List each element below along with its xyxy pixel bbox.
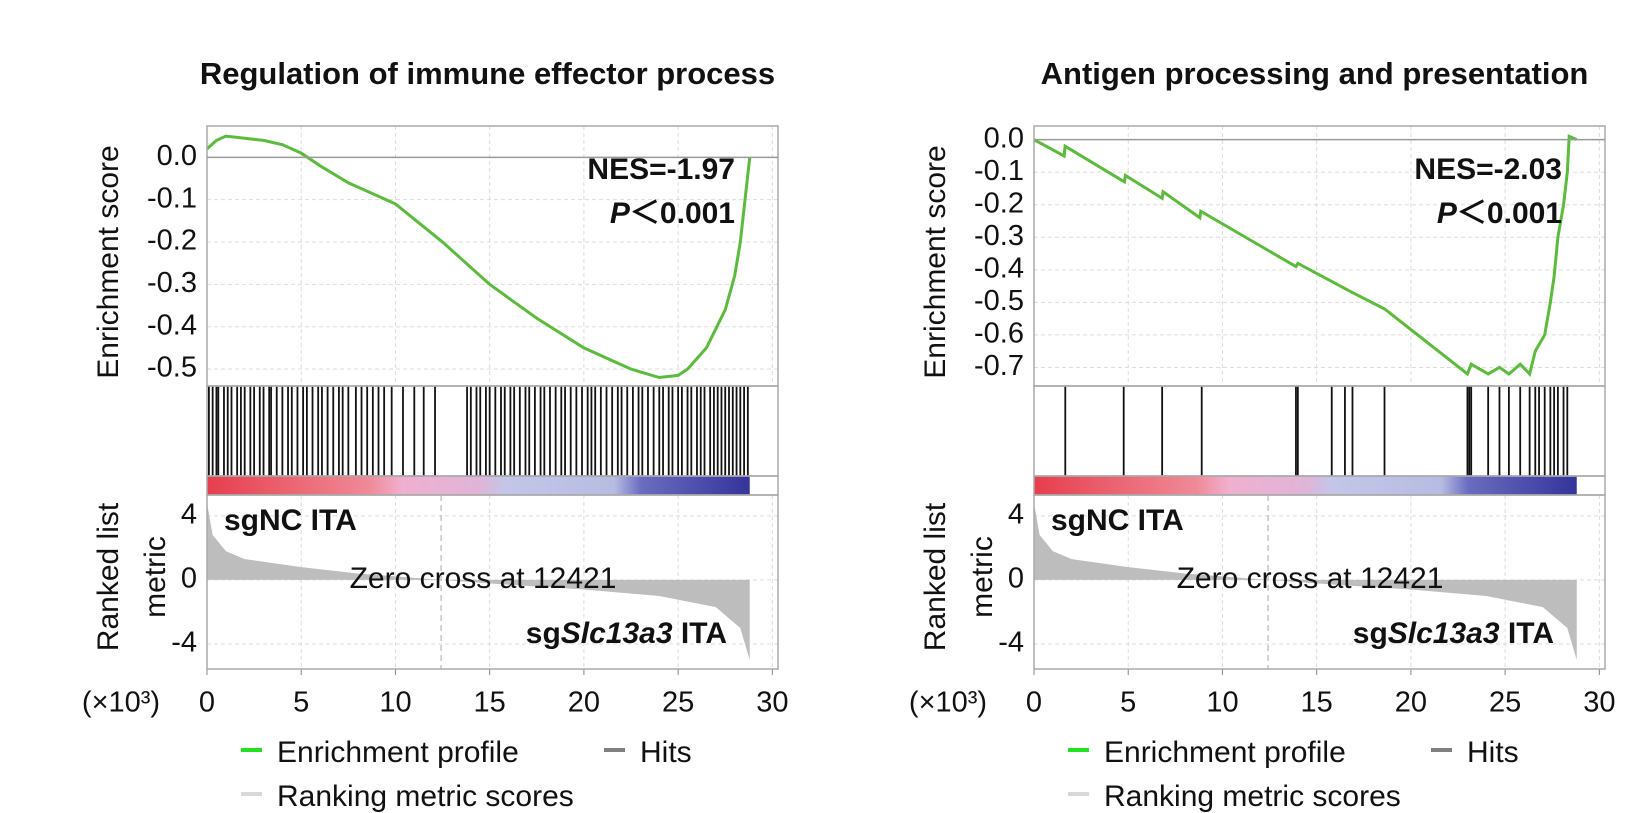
chart-title: Regulation of immune effector process (200, 56, 775, 91)
y-axis-label: Enrichment score (919, 145, 952, 378)
y-tick-label: -0.4 (974, 252, 1024, 284)
y2-tick-label: 4 (1008, 498, 1024, 530)
x-tick-label: 20 (1395, 687, 1427, 719)
y-tick-label: -0.4 (147, 309, 197, 341)
legend-label: Enrichment profile (277, 736, 519, 769)
zero-cross-label: Zero cross at 12421 (350, 562, 617, 595)
y-tick-label: 0.0 (984, 122, 1024, 154)
x-tick-label: 10 (379, 687, 411, 719)
x-tick-label: 20 (568, 687, 600, 719)
p-label: P＜0.001 (610, 197, 735, 230)
y2-axis-label: Ranked list (92, 502, 125, 651)
x-tick-label: 10 (1206, 687, 1238, 719)
heat-bar (207, 476, 750, 495)
y-tick-label: -0.5 (147, 352, 197, 384)
enrichment-line (1033, 134, 1578, 377)
nes-label: NES=-2.03 (1414, 153, 1562, 186)
y-tick-label: -0.2 (147, 225, 197, 257)
x-tick-label: 15 (1301, 687, 1333, 719)
y-axis-label: Enrichment score (92, 145, 125, 378)
x-tick-label: 0 (1026, 687, 1042, 719)
x-tick-label: 0 (199, 687, 215, 719)
p-text: ＜0.001 (1457, 197, 1562, 230)
p-text: ＜0.001 (630, 197, 735, 230)
p-label: P＜0.001 (1437, 197, 1562, 230)
high-label: sgNC ITA (1051, 504, 1184, 537)
ranking-metric-area (207, 503, 750, 661)
y-tick-label: -0.1 (147, 182, 197, 214)
y-tick-label: -0.3 (147, 267, 197, 299)
panel-frame (1033, 494, 1606, 670)
x-tick-label: 25 (1489, 687, 1521, 719)
p-symbol: P (610, 197, 631, 230)
y2-tick-label: 0 (181, 563, 197, 595)
low-label: sgSlc13a3 ITA (1353, 617, 1554, 650)
y-tick-label: -0.7 (974, 350, 1024, 382)
zero-cross-label: Zero cross at 12421 (1177, 562, 1444, 595)
x-tick-label: 25 (662, 687, 694, 719)
low-label-part: sg (526, 617, 561, 650)
x-tick-label: 5 (293, 687, 309, 719)
low-label-part: Slc13a3 (1388, 617, 1500, 650)
chart-title: Antigen processing and presentation (1041, 56, 1589, 91)
legend-label: Enrichment profile (1104, 736, 1346, 769)
x-tick-label: 30 (1583, 687, 1615, 719)
y2-axis-label: Ranked list (919, 502, 952, 651)
low-label-part: ITA (673, 617, 727, 650)
y-tick-label: -0.3 (974, 220, 1024, 252)
y2-tick-label: -4 (998, 627, 1024, 659)
heat-bar (1034, 476, 1577, 495)
x-unit-label: (×10³) (82, 687, 160, 719)
high-label: sgNC ITA (224, 504, 357, 537)
panel-frame (206, 494, 779, 670)
y2-tick-label: -4 (171, 627, 197, 659)
legend-label: Ranking metric scores (1104, 780, 1401, 813)
legend-label: Hits (1467, 736, 1519, 769)
x-tick-label: 15 (474, 687, 506, 719)
x-tick-label: 5 (1120, 687, 1136, 719)
ranking-metric-area (1034, 503, 1577, 661)
nes-label: NES=-1.97 (587, 153, 735, 186)
low-label: sgSlc13a3 ITA (526, 617, 727, 650)
y2-tick-label: 4 (181, 498, 197, 530)
legend-label: Hits (640, 736, 692, 769)
low-label-part: sg (1353, 617, 1388, 650)
y2-axis-label: metric (139, 536, 172, 618)
y-tick-label: 0.0 (157, 140, 197, 172)
low-label-part: ITA (1500, 617, 1554, 650)
legend-label: Ranking metric scores (277, 780, 574, 813)
y-tick-label: -0.1 (974, 155, 1024, 187)
y-tick-label: -0.6 (974, 318, 1024, 350)
x-unit-label: (×10³) (909, 687, 987, 719)
p-symbol: P (1437, 197, 1458, 230)
y-tick-label: -0.5 (974, 285, 1024, 317)
enrichment-line (205, 134, 752, 380)
x-tick-label: 30 (756, 687, 788, 719)
y2-axis-label: metric (966, 536, 999, 618)
y-tick-label: -0.2 (974, 187, 1024, 219)
low-label-part: Slc13a3 (561, 617, 673, 650)
y2-tick-label: 0 (1008, 563, 1024, 595)
